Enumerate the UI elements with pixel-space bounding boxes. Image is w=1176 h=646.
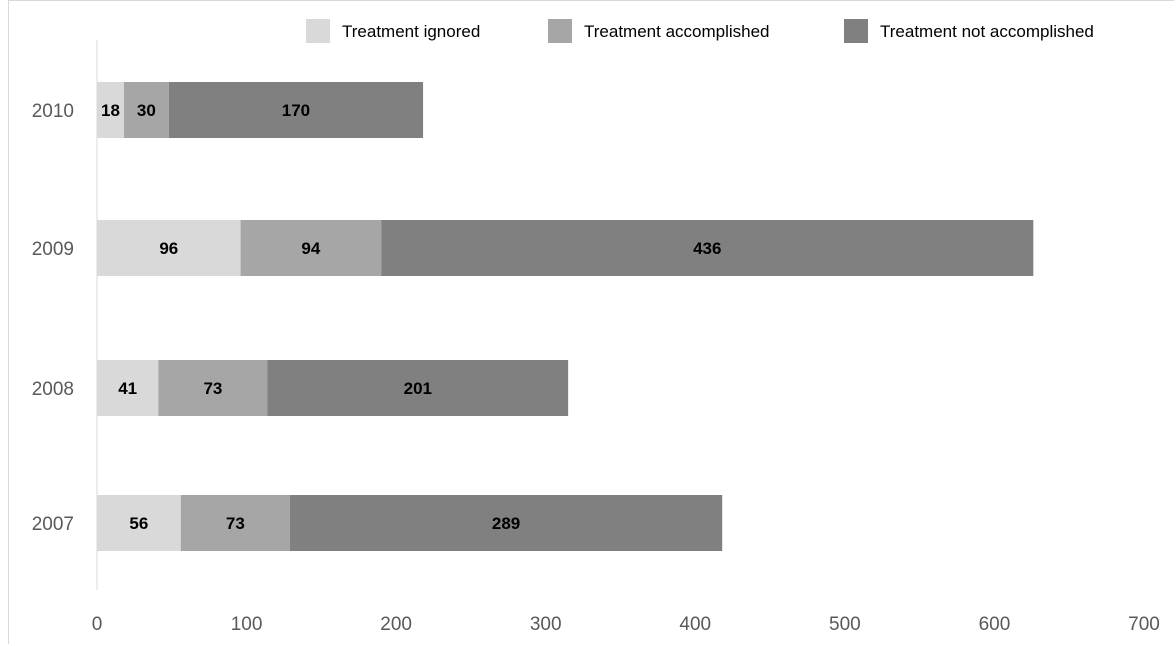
data-label-2010-series-2: 30 xyxy=(137,101,156,120)
bar-2008-series-2 xyxy=(158,360,268,416)
bar-2010-series-1 xyxy=(97,82,124,138)
bar-2007-series-1 xyxy=(97,495,181,551)
bar-2008-series-3 xyxy=(267,360,569,416)
bars: 18 30 170 96 94 436 41 73 201 56 73 289 xyxy=(97,82,1034,551)
legend-label-2: Treatment accomplished xyxy=(584,22,770,41)
bar-2009-series-1 xyxy=(97,220,241,276)
data-label-2007-series-2: 73 xyxy=(226,514,245,533)
x-tick-label-0: 0 xyxy=(92,614,103,635)
legend-label-1: Treatment ignored xyxy=(342,22,480,41)
chart-frame xyxy=(8,0,1174,644)
bar-2010-series-3 xyxy=(168,82,424,138)
y-tick-label-2009: 2009 xyxy=(32,239,74,260)
x-tick-label-200: 200 xyxy=(380,614,412,635)
data-label-2009-series-1: 96 xyxy=(159,239,178,258)
bar-2007-series-2 xyxy=(180,495,290,551)
x-tick-label-500: 500 xyxy=(829,614,861,635)
data-label-2009-series-3: 436 xyxy=(693,239,721,258)
y-axis-labels: 2010 2009 2008 2007 xyxy=(32,101,74,535)
bar-2008-series-1 xyxy=(97,360,159,416)
x-tick-label-600: 600 xyxy=(979,614,1011,635)
data-label-2010-series-3: 170 xyxy=(282,101,310,120)
x-tick-label-300: 300 xyxy=(530,614,562,635)
data-label-2008-series-1: 41 xyxy=(118,379,137,398)
bar-2007-series-3 xyxy=(289,495,723,551)
legend: Treatment ignored Treatment accomplished T… xyxy=(306,19,1094,43)
legend-swatch-3 xyxy=(844,19,868,43)
bar-2010-series-2 xyxy=(123,82,169,138)
x-tick-label-400: 400 xyxy=(679,614,711,635)
bar-2009-series-3 xyxy=(381,220,1034,276)
data-label-2010-series-1: 18 xyxy=(101,101,120,120)
data-label-2008-series-3: 201 xyxy=(404,379,432,398)
data-label-2007-series-1: 56 xyxy=(129,514,148,533)
x-axis-labels: 0 100 200 300 400 500 600 700 xyxy=(92,614,1160,635)
y-tick-label-2007: 2007 xyxy=(32,514,74,535)
y-tick-label-2008: 2008 xyxy=(32,379,74,400)
data-label-2008-series-2: 73 xyxy=(203,379,222,398)
y-tick-label-2010: 2010 xyxy=(32,101,74,122)
legend-label-3: Treatment not accomplished xyxy=(880,22,1094,41)
x-tick-label-100: 100 xyxy=(231,614,263,635)
legend-swatch-1 xyxy=(306,19,330,43)
legend-swatch-2 xyxy=(548,19,572,43)
data-label-2007-series-3: 289 xyxy=(492,514,520,533)
bar-2009-series-2 xyxy=(240,220,382,276)
data-label-2009-series-2: 94 xyxy=(301,239,320,258)
x-tick-label-700: 700 xyxy=(1128,614,1160,635)
